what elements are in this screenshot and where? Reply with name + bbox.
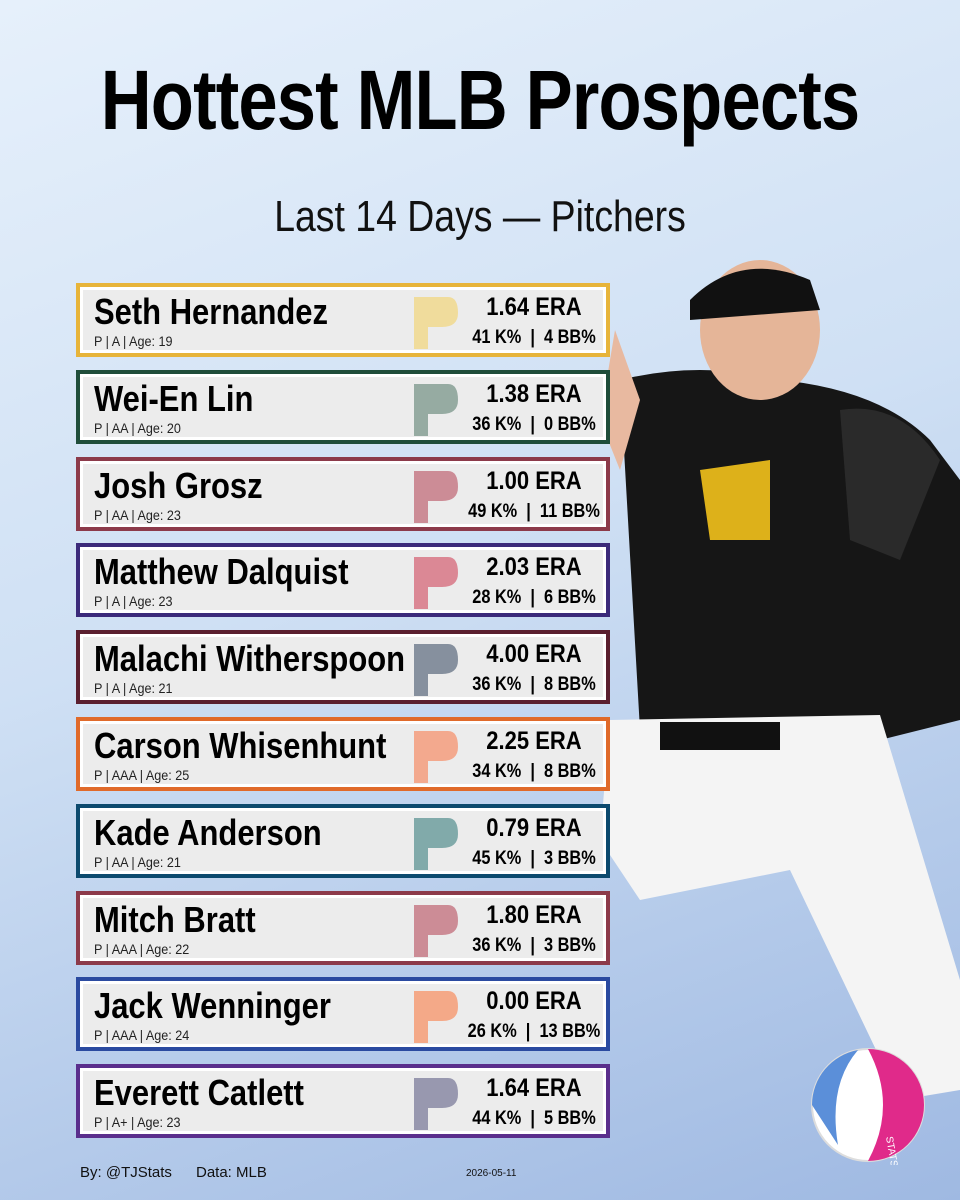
subtitle: Last 14 Days — Pitchers — [274, 192, 686, 241]
title: Hottest MLB Prospects — [100, 53, 860, 147]
player-rates: 34 K% | 8 BB% — [472, 761, 596, 782]
player-name: Wei-En Lin — [94, 377, 254, 419]
prospect-row: Carson Whisenhunt P | AAA | Age: 25 2.25 E… — [76, 717, 610, 791]
player-name: Carson Whisenhunt — [94, 725, 387, 766]
player-era: 0.00 ERA — [486, 987, 582, 1016]
player-name: Everett Catlett — [94, 1072, 304, 1114]
player-details: P | A | Age: 19 — [94, 333, 173, 349]
team-logo — [414, 1078, 458, 1131]
player-era: 1.64 ERA — [486, 293, 582, 321]
player-details: P | AA | Age: 20 — [94, 419, 181, 436]
player-era: 2.25 ERA — [486, 727, 582, 755]
team-logo — [414, 731, 458, 783]
prospect-row: Josh Grosz P | AA | Age: 23 1.00 ERA 49 K% … — [76, 456, 610, 531]
source: Data: MLB — [196, 1164, 267, 1181]
player-rates: 44 K% | 5 BB% — [472, 1108, 596, 1130]
player-name: Josh Grosz — [94, 464, 263, 506]
player-rates: 36 K% | 8 BB% — [472, 674, 596, 696]
prospect-row: Kade Anderson P | AA | Age: 21 0.79 ERA 45 … — [76, 803, 610, 878]
player-era: 1.00 ERA — [486, 466, 582, 495]
player-name: Matthew Dalquist — [94, 551, 349, 593]
prospect-row: Mitch Bratt P | AAA | Age: 22 1.80 ERA 36 K… — [76, 890, 610, 965]
team-logo — [414, 470, 458, 523]
player-name: Mitch Bratt — [94, 898, 256, 940]
player-era: 0.79 ERA — [486, 813, 582, 842]
player-era: 4.00 ERA — [486, 640, 582, 669]
player-era: 1.38 ERA — [486, 379, 582, 408]
player-rates: 45 K% | 3 BB% — [472, 847, 596, 869]
player-name: Jack Wenninger — [94, 985, 331, 1027]
prospect-row: Seth Hernandez P | A | Age: 19 1.64 ERA 41 … — [76, 283, 610, 357]
prospect-row: Jack Wenninger P | AAA | Age: 24 0.00 ERA 2… — [76, 977, 610, 1052]
team-logo — [414, 991, 458, 1044]
prospect-row: Matthew Dalquist P | A | Age: 23 2.03 ERA 2… — [76, 543, 610, 618]
team-logo — [414, 557, 458, 610]
player-details: P | A | Age: 23 — [94, 593, 173, 610]
player-rates: 41 K% | 4 BB% — [472, 327, 596, 348]
brand-logo: STATS — [811, 1048, 925, 1165]
player-details: P | AAA | Age: 25 — [94, 767, 190, 783]
team-logo — [414, 383, 458, 436]
prospect-row: Everett Catlett P | A+ | Age: 23 1.64 ERA 4… — [76, 1064, 610, 1139]
player-era: 2.03 ERA — [486, 553, 582, 582]
player-rates: 28 K% | 6 BB% — [472, 587, 596, 609]
team-logo — [414, 644, 458, 697]
player-rates: 36 K% | 3 BB% — [472, 934, 596, 956]
player-rates: 26 K% | 13 BB% — [467, 1021, 601, 1043]
author: By: @TJStats — [80, 1164, 172, 1181]
player-rates: 36 K% | 0 BB% — [472, 413, 596, 435]
player-name: Malachi Witherspoon — [94, 638, 406, 680]
player-name: Seth Hernandez — [94, 291, 328, 332]
player-era: 1.64 ERA — [486, 1074, 582, 1103]
player-era: 1.80 ERA — [486, 900, 582, 929]
prospect-row: Malachi Witherspoon P | A | Age: 21 4.00 E… — [76, 630, 610, 705]
player-details: P | A | Age: 21 — [94, 680, 173, 697]
team-logo — [414, 817, 458, 870]
team-logo — [414, 904, 458, 957]
team-logo — [414, 297, 458, 349]
player-details: P | A+ | Age: 23 — [94, 1114, 181, 1131]
player-rates: 49 K% | 11 BB% — [468, 500, 600, 522]
player-details: P | AA | Age: 23 — [94, 506, 181, 523]
date: 2026-05-11 — [466, 1168, 517, 1179]
player-details: P | AAA | Age: 24 — [94, 1027, 190, 1044]
brand-text: STATS — [883, 1136, 899, 1165]
prospect-row: Wei-En Lin P | AA | Age: 20 1.38 ERA 36 K% … — [76, 369, 610, 444]
player-details: P | AA | Age: 21 — [94, 853, 181, 870]
player-details: P | AAA | Age: 22 — [94, 940, 190, 957]
player-name: Kade Anderson — [94, 811, 322, 853]
